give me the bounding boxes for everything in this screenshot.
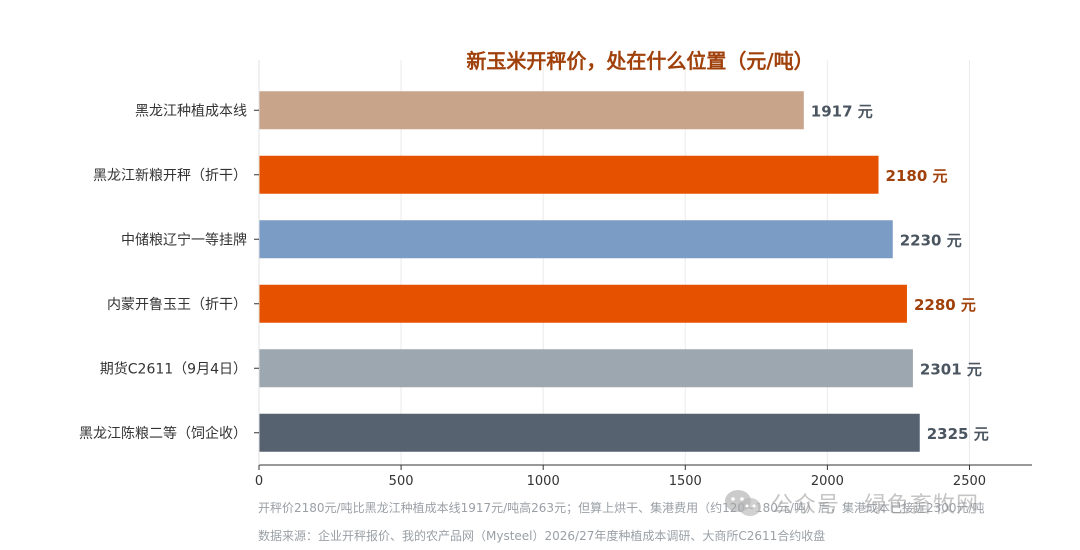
bar xyxy=(259,349,913,388)
category-label: 黑龙江陈粮二等（饲企收） xyxy=(79,425,247,442)
x-tick-label: 2500 xyxy=(953,474,986,489)
watermark-text: 公众号 · 绿色畜牧网 xyxy=(771,493,979,518)
x-tick-label: 1000 xyxy=(527,474,560,489)
watermark: 公众号 · 绿色畜牧网 xyxy=(723,487,979,519)
x-tick-label: 1500 xyxy=(669,474,702,489)
chart-title: 新玉米开秤价，处在什么位置（元/吨） xyxy=(466,49,813,73)
x-tick-label: 2000 xyxy=(811,474,844,489)
bar xyxy=(259,413,920,452)
value-label: 2180 元 xyxy=(886,167,948,185)
x-tick-label: 500 xyxy=(389,474,414,489)
bars xyxy=(259,91,920,452)
category-label: 中储粮辽宁一等挂牌 xyxy=(121,231,247,248)
wechat-icon xyxy=(725,490,761,516)
value-label: 2280 元 xyxy=(914,296,976,314)
category-label: 期货C2611（9月4日） xyxy=(100,360,247,377)
category-label: 内蒙开鲁玉王（折干） xyxy=(107,297,247,313)
bar xyxy=(259,284,907,323)
bar xyxy=(259,220,893,259)
category-label: 黑龙江新粮开秤（折干） xyxy=(93,168,247,184)
value-label: 2301 元 xyxy=(920,360,982,378)
category-label: 黑龙江种植成本线 xyxy=(135,103,247,119)
bar xyxy=(259,155,879,194)
value-label: 1917 元 xyxy=(811,102,873,120)
bar xyxy=(259,91,804,130)
x-tick-label: 0 xyxy=(255,474,263,489)
value-label: 2325 元 xyxy=(927,425,989,443)
footnote-line-1: 开秤价2180元/吨比黑龙江种植成本线1917元/吨高263元；但算上烘干、集港… xyxy=(258,501,985,515)
value-label: 2230 元 xyxy=(900,231,962,249)
value-labels: 1917 元 2180 元 2230 元 2280 元 2301 元 2325 元 xyxy=(811,102,989,443)
x-axis: 0 500 1000 1500 2000 2500 xyxy=(255,60,1032,489)
footnote-source: 数据来源：企业开秤报价、我的农产品网（Mysteel）2026/27年度种植成本… xyxy=(258,529,826,543)
